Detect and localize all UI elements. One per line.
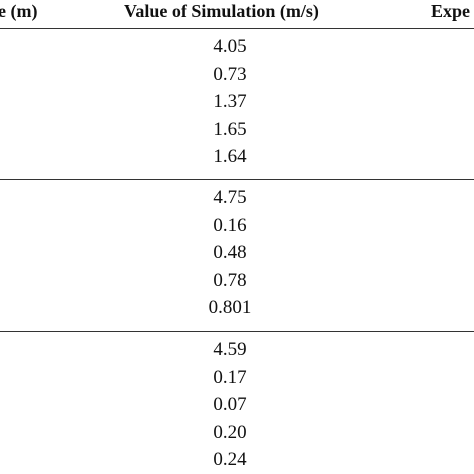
value-cell: 0.17: [213, 366, 247, 388]
value-cell: 0.16: [213, 214, 247, 236]
value-cell: 4.05: [213, 36, 247, 57]
value-cell: 0.07: [213, 394, 247, 416]
value-cell: 1.37: [213, 91, 247, 113]
value-cell: 4.59: [213, 339, 247, 360]
value-cell: 0.20: [213, 421, 247, 443]
value-cell: 1.65: [213, 118, 247, 140]
header-cell: Value of Simulation (m/s): [124, 1, 319, 21]
group-rule: [0, 331, 474, 332]
group-rule: [0, 179, 474, 180]
value-cell: 0.73: [213, 63, 247, 85]
header-cell: Expe: [431, 1, 471, 21]
value-cell: 0.24: [213, 449, 247, 471]
value-cell: 0.801: [208, 297, 252, 319]
value-cell: 1.64: [213, 146, 247, 168]
value-cell: 0.48: [213, 242, 247, 264]
value-cell: 4.75: [213, 187, 247, 208]
header-cell: e (m): [0, 1, 38, 21]
header-rule: [0, 28, 474, 29]
value-cell: 0.78: [213, 269, 247, 291]
